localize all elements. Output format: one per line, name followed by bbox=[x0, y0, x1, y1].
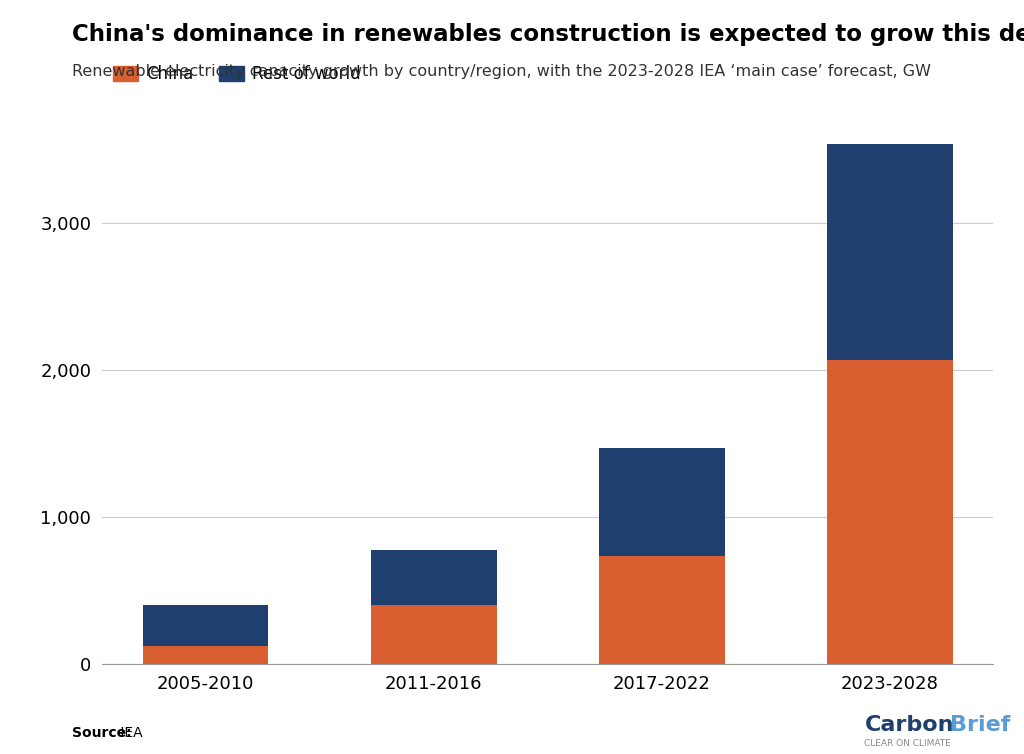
Text: IEA: IEA bbox=[116, 726, 142, 740]
Bar bbox=[827, 144, 952, 360]
Text: Source:: Source: bbox=[72, 726, 131, 740]
Bar bbox=[143, 605, 268, 646]
Text: Carbon: Carbon bbox=[865, 715, 954, 735]
Bar bbox=[599, 448, 725, 556]
Legend: China, Rest of world: China, Rest of world bbox=[106, 58, 368, 90]
Bar bbox=[827, 360, 952, 664]
Text: Renewable electricity capacity growth by country/region, with the 2023-2028 IEA : Renewable electricity capacity growth by… bbox=[72, 64, 931, 79]
Text: CLEAR ON CLIMATE: CLEAR ON CLIMATE bbox=[864, 739, 950, 748]
Text: China's dominance in renewables construction is expected to grow this decade: China's dominance in renewables construc… bbox=[72, 23, 1024, 46]
Text: Brief: Brief bbox=[950, 715, 1011, 735]
Bar bbox=[371, 550, 497, 605]
Bar bbox=[599, 556, 725, 664]
Bar bbox=[143, 646, 268, 664]
Bar bbox=[371, 605, 497, 664]
